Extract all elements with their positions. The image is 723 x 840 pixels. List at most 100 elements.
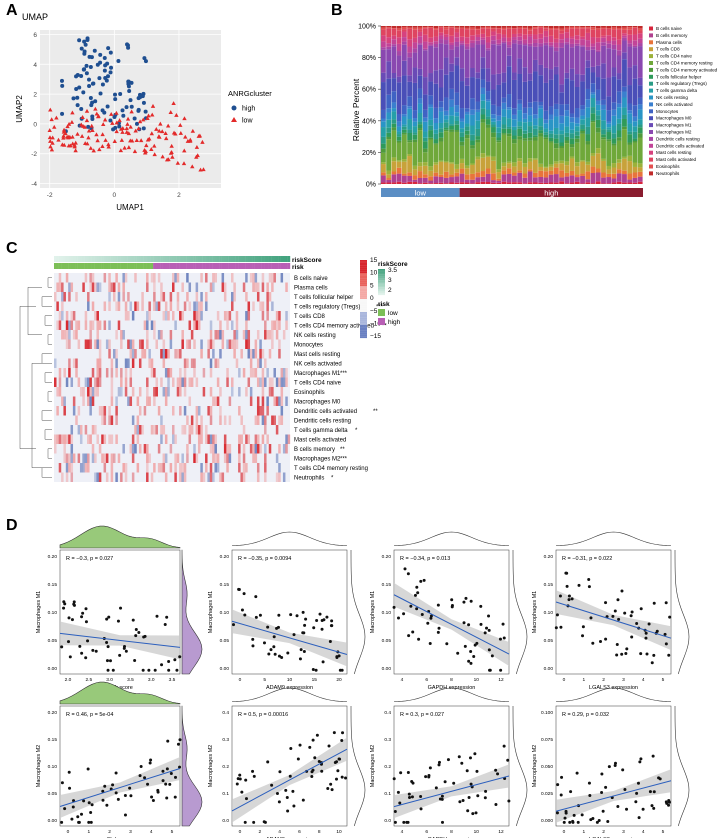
heat-cell	[252, 349, 255, 359]
bar-segment	[391, 171, 397, 175]
scatter-xtick-label: 5	[171, 829, 174, 835]
heat-cell	[261, 273, 265, 283]
umap-point-low	[56, 137, 61, 142]
bar-segment	[512, 79, 517, 109]
heat-cell	[84, 453, 88, 463]
umap-point-high	[82, 39, 87, 44]
heat-cell	[264, 425, 267, 435]
bar-segment	[381, 72, 386, 83]
heat-cell	[235, 358, 239, 368]
umap-point-low	[182, 148, 187, 153]
bar-segment	[391, 28, 397, 36]
bar-segment	[564, 165, 570, 173]
bar-segment	[433, 162, 439, 165]
bar-segment	[401, 161, 407, 174]
bar-segment	[522, 140, 528, 164]
bar-segment	[501, 72, 507, 83]
scatter-point	[667, 653, 671, 657]
bar-segment	[574, 177, 580, 182]
bar-segment	[590, 43, 596, 47]
heat-cell	[77, 377, 81, 387]
heat-cell	[228, 339, 232, 349]
bar-segment	[548, 174, 554, 183]
scatter-point	[650, 804, 654, 808]
scatter-point	[479, 604, 483, 608]
bar-segment	[412, 169, 418, 176]
scatter-point	[288, 774, 292, 778]
scatter-point	[623, 788, 627, 792]
heat-cell	[252, 282, 255, 292]
bar-segment	[496, 127, 502, 133]
bar-segment	[428, 42, 433, 45]
bar-segment	[454, 105, 460, 113]
heat-cell	[164, 349, 168, 359]
heat-cell	[216, 311, 220, 321]
heat-cell	[238, 406, 241, 416]
heat-riskscore-cell	[84, 256, 88, 262]
heat-cell	[200, 472, 203, 482]
heat-cell	[146, 444, 149, 454]
scatter-point	[156, 790, 160, 794]
heat-colorbar-step	[360, 322, 367, 324]
heat-cell	[183, 387, 187, 397]
bar-segment	[538, 43, 544, 47]
heat-riskscore-legend-step	[378, 282, 385, 284]
heat-cell	[70, 425, 74, 435]
bar-segment	[454, 41, 460, 47]
bar-segment	[564, 161, 570, 166]
scatter-point	[437, 626, 441, 630]
heat-cell	[164, 387, 168, 397]
heat-cell	[77, 453, 81, 463]
heat-cell	[75, 358, 78, 368]
scatter-point	[624, 652, 628, 656]
bar-segment	[622, 40, 627, 53]
bar-segment	[475, 36, 481, 41]
scatter-point	[607, 765, 611, 769]
bar-segment	[564, 126, 570, 133]
bar-segment	[401, 126, 407, 130]
bar-segment	[506, 55, 512, 67]
bar-segment	[433, 28, 439, 30]
bar-segment	[595, 148, 601, 154]
heat-cell	[214, 444, 217, 454]
heat-cell	[96, 358, 99, 368]
bar-segment	[485, 119, 491, 125]
scatter-ytick-label: 0.00	[382, 666, 392, 672]
scatter-point	[475, 769, 479, 773]
umap-ytick-label: 0	[33, 121, 37, 128]
bar-segment	[580, 131, 585, 134]
umap-point-high	[75, 103, 80, 108]
heat-cell	[153, 387, 156, 397]
heat-risk-cell	[223, 263, 227, 269]
umap-point-high	[108, 70, 113, 75]
bar-segment	[407, 57, 413, 76]
heat-cell	[115, 349, 118, 359]
bar-segment	[485, 48, 491, 51]
heat-risk-cell	[89, 263, 92, 269]
heat-cell	[82, 396, 85, 406]
heat-cell	[278, 339, 281, 349]
heat-riskscore-cell	[193, 256, 196, 262]
heat-cell	[96, 339, 99, 349]
bar-segment	[454, 57, 460, 66]
scatter-point	[240, 608, 244, 612]
bar-segment	[386, 61, 392, 79]
scatter-point	[411, 630, 415, 634]
bar-segment	[522, 113, 528, 119]
bar-segment	[538, 163, 544, 167]
bar-segment	[438, 87, 444, 102]
scatter-point	[334, 777, 338, 781]
bar-segment	[391, 73, 397, 79]
bar-segment	[632, 162, 638, 167]
scatter-xtick-label: 3.0	[148, 677, 155, 683]
bar-segment	[454, 124, 460, 131]
heat-colorbar-step	[360, 267, 367, 270]
bar-segment	[459, 108, 465, 119]
heat-cell	[94, 387, 97, 397]
scatter-point	[60, 781, 64, 785]
bar-legend-swatch	[649, 123, 653, 128]
scatter-point	[565, 584, 569, 588]
bar-segment	[632, 166, 638, 173]
scatter-point	[641, 807, 645, 811]
scatter-point	[568, 820, 572, 824]
